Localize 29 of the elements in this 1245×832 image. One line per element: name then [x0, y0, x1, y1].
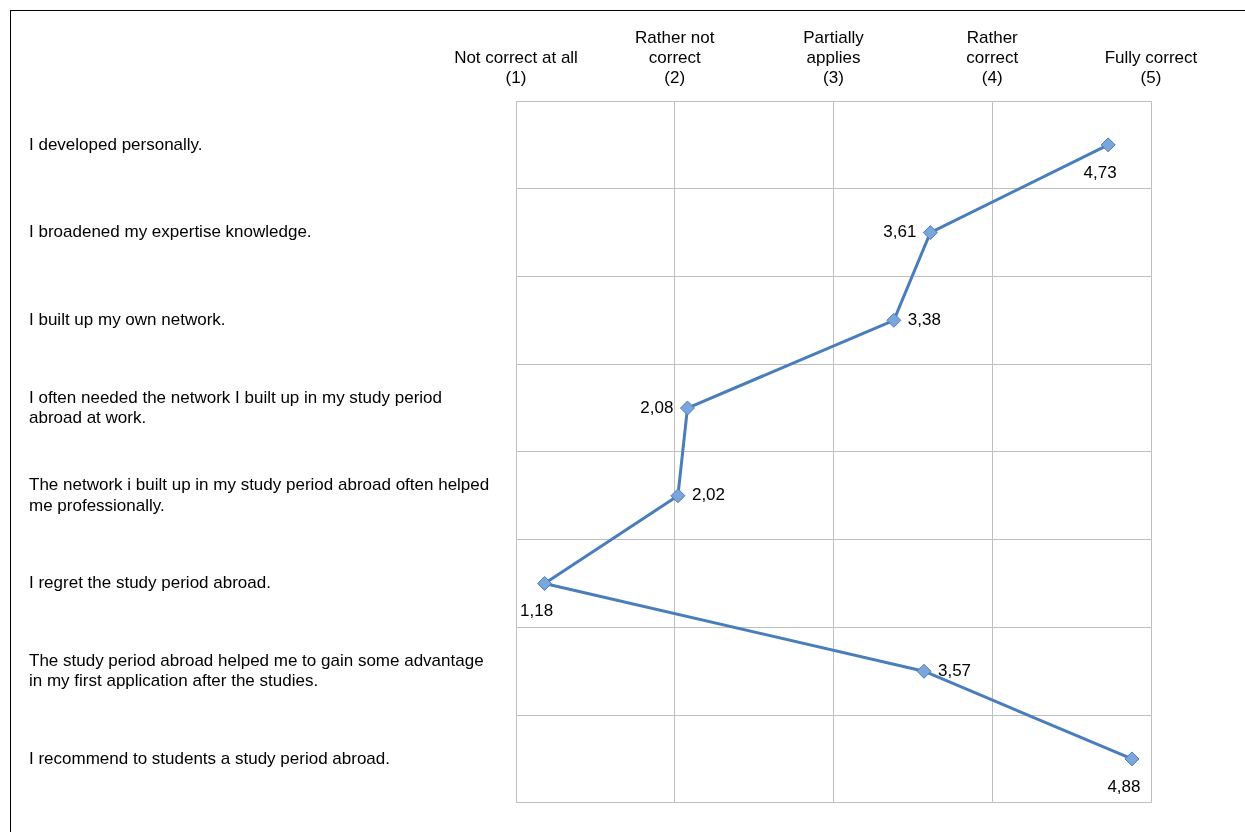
x-tick-label: Not correct at all (1)	[454, 48, 578, 88]
data-label: 1,18	[520, 601, 554, 621]
y-tick-label: I broadened my expertise knowledge.	[29, 222, 312, 242]
x-tick-label: Fully correct (5)	[1104, 48, 1198, 88]
data-label: 2,02	[691, 485, 726, 505]
data-label: 3,57	[937, 660, 972, 680]
y-tick-label: I often needed the network I built up in my study period abroad at work.	[29, 387, 442, 427]
x-tick-label: Rather not correct (2)	[635, 27, 715, 88]
point	[916, 663, 932, 679]
x-tick-label: Partially applies (3)	[803, 27, 865, 88]
data-label: 4,88	[1107, 776, 1141, 796]
y-tick-label: I recommend to students a study period abroad.	[29, 748, 390, 768]
point	[1100, 137, 1116, 153]
data-label: 3,61	[883, 222, 917, 242]
data-label: 3,38	[907, 310, 941, 329]
point	[679, 400, 695, 416]
point	[1124, 751, 1140, 767]
data-label: 4,73	[1083, 162, 1117, 182]
y-tick-label: I regret the study period abroad.	[29, 573, 271, 593]
point	[922, 225, 938, 241]
y-tick-label: The network i built up in my study period abroad often helped me professionally.	[29, 475, 490, 515]
point	[537, 575, 553, 591]
point	[886, 312, 902, 328]
y-tick-label: I developed personally.	[29, 134, 203, 154]
y-tick-label: The study period abroad helped me to gain some advantage in my first application after the studies.	[29, 650, 484, 691]
y-tick-label: I built up my own network.	[29, 310, 226, 329]
x-tick-label: Rather correct (4)	[966, 27, 1019, 88]
data-label: 2,08	[640, 397, 674, 417]
point	[670, 488, 686, 504]
